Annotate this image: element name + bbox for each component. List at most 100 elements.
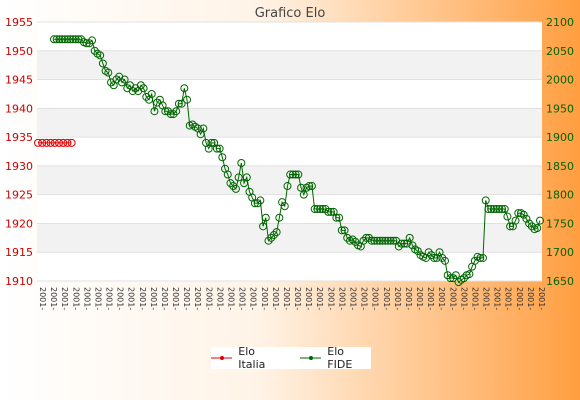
data-point-fide [449,274,458,283]
data-point-fide [218,153,227,162]
data-point-fide [261,213,270,222]
y-left-tick-label: 1935 [5,131,33,144]
data-point-fide [286,170,295,179]
data-point-fide [451,271,460,280]
y-right-tick-label: 1800 [546,189,574,202]
x-tick-label: 2001- [393,287,402,310]
x-tick-label: 2001- [260,287,269,310]
x-tick-label: 2001- [315,287,324,310]
data-point-fide [147,89,156,98]
x-tick-label: 2001- [415,287,424,310]
data-point-fide [536,216,544,225]
data-point-fide [50,35,58,44]
y-left-tick-label: 1955 [5,16,33,29]
data-point-italia [34,138,42,147]
legend-item-fide: Elo FIDE [300,345,371,371]
data-point-fide [489,205,498,214]
plot-band [37,79,542,109]
data-point-fide [503,212,512,221]
x-tick-label: 2001- [227,287,236,310]
data-point-italia [59,138,68,147]
data-point-fide [514,209,523,218]
data-point-fide [405,233,414,242]
y-left-tick-label: 1915 [5,246,33,259]
x-tick-label: 2001- [504,287,513,310]
x-tick-label: 2001- [493,287,502,310]
data-point-italia [50,138,59,147]
data-point-fide [340,226,349,235]
data-point-fide [188,120,197,129]
data-point-fide [77,35,86,44]
plot-band [37,252,542,281]
x-tick-label: 2001- [382,287,391,310]
data-point-fide [400,239,409,248]
x-tick-label: 2001- [249,287,258,310]
x-tick-label: 2001- [337,287,346,310]
data-point-fide [511,216,520,225]
data-point-fide [283,182,292,191]
x-tick-label: 2001- [326,287,335,310]
data-point-fide [397,239,406,248]
x-tick-label: 2001- [182,287,191,310]
plot-band [37,137,542,166]
data-point-fide [269,230,278,239]
x-tick-label: 2001- [482,287,491,310]
y-left-tick-label: 1930 [5,160,33,173]
x-tick-label: 2001- [360,287,369,310]
data-point-fide [90,46,99,55]
plot-band [37,22,542,51]
data-point-fide [215,144,224,153]
y-right-tick-label: 1650 [546,275,574,288]
x-tick-label: 2001- [271,287,280,310]
data-point-fide [199,124,208,133]
data-point-fide [487,205,496,214]
data-point-fide [373,236,382,245]
data-point-fide [370,236,379,245]
data-point-fide [375,236,384,245]
data-point-fide [413,247,422,256]
data-point-fide [519,210,528,219]
y-right-tick-label: 1750 [546,217,574,230]
x-tick-label: 2001- [127,287,136,310]
x-tick-label: 2001- [105,287,114,310]
data-point-italia [38,138,47,147]
data-point-fide [348,235,357,244]
data-point-fide [288,170,297,179]
data-point-fide [253,199,262,208]
legend-marker-italia [211,356,233,360]
data-point-fide [234,173,243,182]
data-point-italia [63,138,72,147]
data-point-fide [174,99,183,108]
data-point-fide [381,236,390,245]
y-right-tick-label: 2000 [546,74,574,87]
data-point-fide [169,110,178,119]
data-point-fide [207,138,216,147]
data-point-fide [465,270,474,279]
legend-label-italia: Elo Italia [238,345,266,371]
data-point-fide [389,236,398,245]
legend-marker-fide [300,356,322,360]
data-point-fide [440,256,449,265]
data-point-fide [337,226,346,235]
y-left-tick-label: 1950 [5,45,33,58]
data-point-fide [280,202,289,211]
plot-band [37,223,542,253]
x-tick-label: 2001- [38,287,47,310]
x-tick-label: 2001- [470,287,479,310]
y-left-tick-label: 1940 [5,102,33,115]
data-point-fide [492,205,501,214]
data-point-fide [383,236,392,245]
data-point-fide [481,196,490,205]
data-point-fide [332,213,341,222]
x-tick-label: 2001- [204,287,213,310]
data-point-fide [386,236,395,245]
data-point-fide [424,248,433,257]
data-point-fide [139,84,148,93]
data-point-fide [117,78,126,87]
data-point-fide [98,59,107,68]
y-left-tick-label: 1920 [5,217,33,230]
data-point-fide [136,81,145,90]
data-point-fide [367,236,376,245]
data-point-fide [272,228,281,237]
